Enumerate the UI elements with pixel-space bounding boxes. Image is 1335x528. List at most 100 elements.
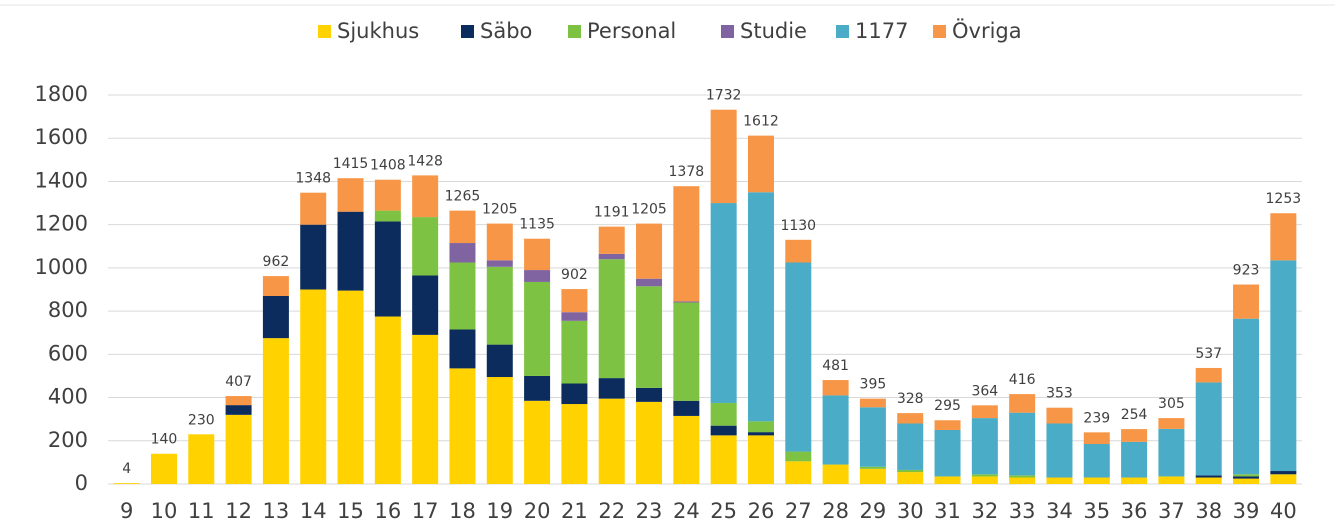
bar-segment: [262, 295, 289, 339]
bar-segment: [897, 472, 924, 484]
bar-segment: [412, 334, 439, 484]
x-tick-label: 12: [225, 499, 252, 523]
bar-segment: [785, 451, 812, 462]
total-label: 364: [971, 383, 998, 399]
bar-segment: [747, 435, 774, 484]
legend-swatch: [568, 25, 581, 38]
bar-segment: [374, 210, 401, 222]
bar-segment: [486, 260, 513, 267]
total-label: 140: [151, 432, 178, 448]
total-label: 1612: [743, 114, 779, 130]
y-tick-label: 1800: [35, 82, 88, 106]
bar-segment: [449, 262, 476, 330]
bar-segment: [524, 375, 551, 401]
bar-segment: [1270, 260, 1297, 472]
bar-segment: [337, 211, 364, 291]
bar-segment: [1233, 478, 1260, 484]
bar-segment: [673, 415, 700, 484]
bar-segment: [710, 425, 737, 436]
bar-segment: [710, 109, 737, 204]
x-tick-label: 25: [710, 499, 737, 523]
bar-segment: [710, 402, 737, 426]
bar-segment: [300, 289, 327, 484]
bar-segment: [1233, 474, 1260, 477]
x-tick-label: 11: [188, 499, 215, 523]
bar-segment: [822, 464, 849, 484]
total-label: 537: [1195, 346, 1222, 362]
x-tick-label: 37: [1158, 499, 1185, 523]
bar-segment: [1233, 318, 1260, 475]
y-tick-label: 400: [48, 385, 88, 409]
x-tick-label: 35: [1083, 499, 1110, 523]
total-label: 1191: [594, 205, 630, 221]
bar-segment: [636, 223, 663, 279]
legend-swatch: [721, 25, 734, 38]
bar-segment: [1083, 477, 1110, 484]
bar-segment: [561, 289, 588, 313]
x-tick-label: 17: [412, 499, 439, 523]
x-tick-label: 39: [1233, 499, 1260, 523]
bar-segment: [486, 377, 513, 484]
bar-segment: [1158, 476, 1185, 484]
bar-segment: [1270, 213, 1297, 261]
bar-segment: [785, 239, 812, 263]
bar-segment: [971, 418, 998, 475]
bar-segment: [859, 468, 886, 484]
bar-segment: [1121, 429, 1148, 442]
bar-segment: [971, 405, 998, 419]
bar-segment: [1009, 394, 1036, 413]
x-tick-label: 40: [1270, 499, 1297, 523]
bar-segment: [598, 398, 625, 484]
bar-segment: [1046, 407, 1073, 424]
total-label: 254: [1121, 407, 1148, 423]
bar-segment: [598, 378, 625, 399]
bar-segment: [1009, 412, 1036, 476]
bar-segment: [1195, 382, 1222, 476]
bar-segment: [822, 395, 849, 465]
total-label: 1265: [445, 189, 481, 205]
bar-segment: [1121, 441, 1148, 478]
legend-swatch: [933, 25, 946, 38]
bar-segment: [412, 217, 439, 276]
bar-segment: [524, 270, 551, 282]
x-tick-label: 19: [486, 499, 513, 523]
bar-segment: [486, 344, 513, 378]
x-tick-label: 22: [598, 499, 625, 523]
total-label: 305: [1158, 396, 1185, 412]
bar-segment: [337, 290, 364, 484]
total-label: 1415: [333, 156, 369, 172]
total-label: 1253: [1266, 191, 1302, 207]
total-label: 4: [122, 461, 131, 477]
bar-segment: [673, 301, 700, 303]
bar-segment: [1195, 367, 1222, 383]
legend-label: Personal: [587, 19, 676, 43]
x-tick-label: 30: [897, 499, 924, 523]
x-tick-label: 15: [337, 499, 364, 523]
bar-segment: [1195, 477, 1222, 484]
bar-segment: [710, 435, 737, 484]
total-label: 1205: [631, 202, 667, 218]
bar-segment: [1233, 476, 1260, 479]
bar-segment: [785, 262, 812, 452]
x-tick-label: 36: [1121, 499, 1148, 523]
bar-segment: [785, 461, 812, 484]
bar-segment: [1009, 477, 1036, 484]
bar-segment: [300, 192, 327, 225]
bar-segment: [636, 401, 663, 484]
bar-segment: [561, 312, 588, 321]
bar-segment: [524, 281, 551, 376]
x-tick-label: 26: [748, 499, 775, 523]
y-tick-label: 600: [48, 341, 88, 365]
y-tick-label: 1200: [35, 212, 88, 236]
bar-segment: [262, 338, 289, 484]
bar-segment: [1195, 475, 1222, 478]
bar-segment: [971, 476, 998, 484]
total-label: 239: [1083, 410, 1110, 426]
total-label: 1130: [780, 218, 816, 234]
bar-segment: [337, 178, 364, 212]
total-label: 395: [860, 377, 887, 393]
bar-segment: [561, 383, 588, 405]
bar-segment: [374, 221, 401, 317]
bar-segment: [225, 405, 252, 415]
